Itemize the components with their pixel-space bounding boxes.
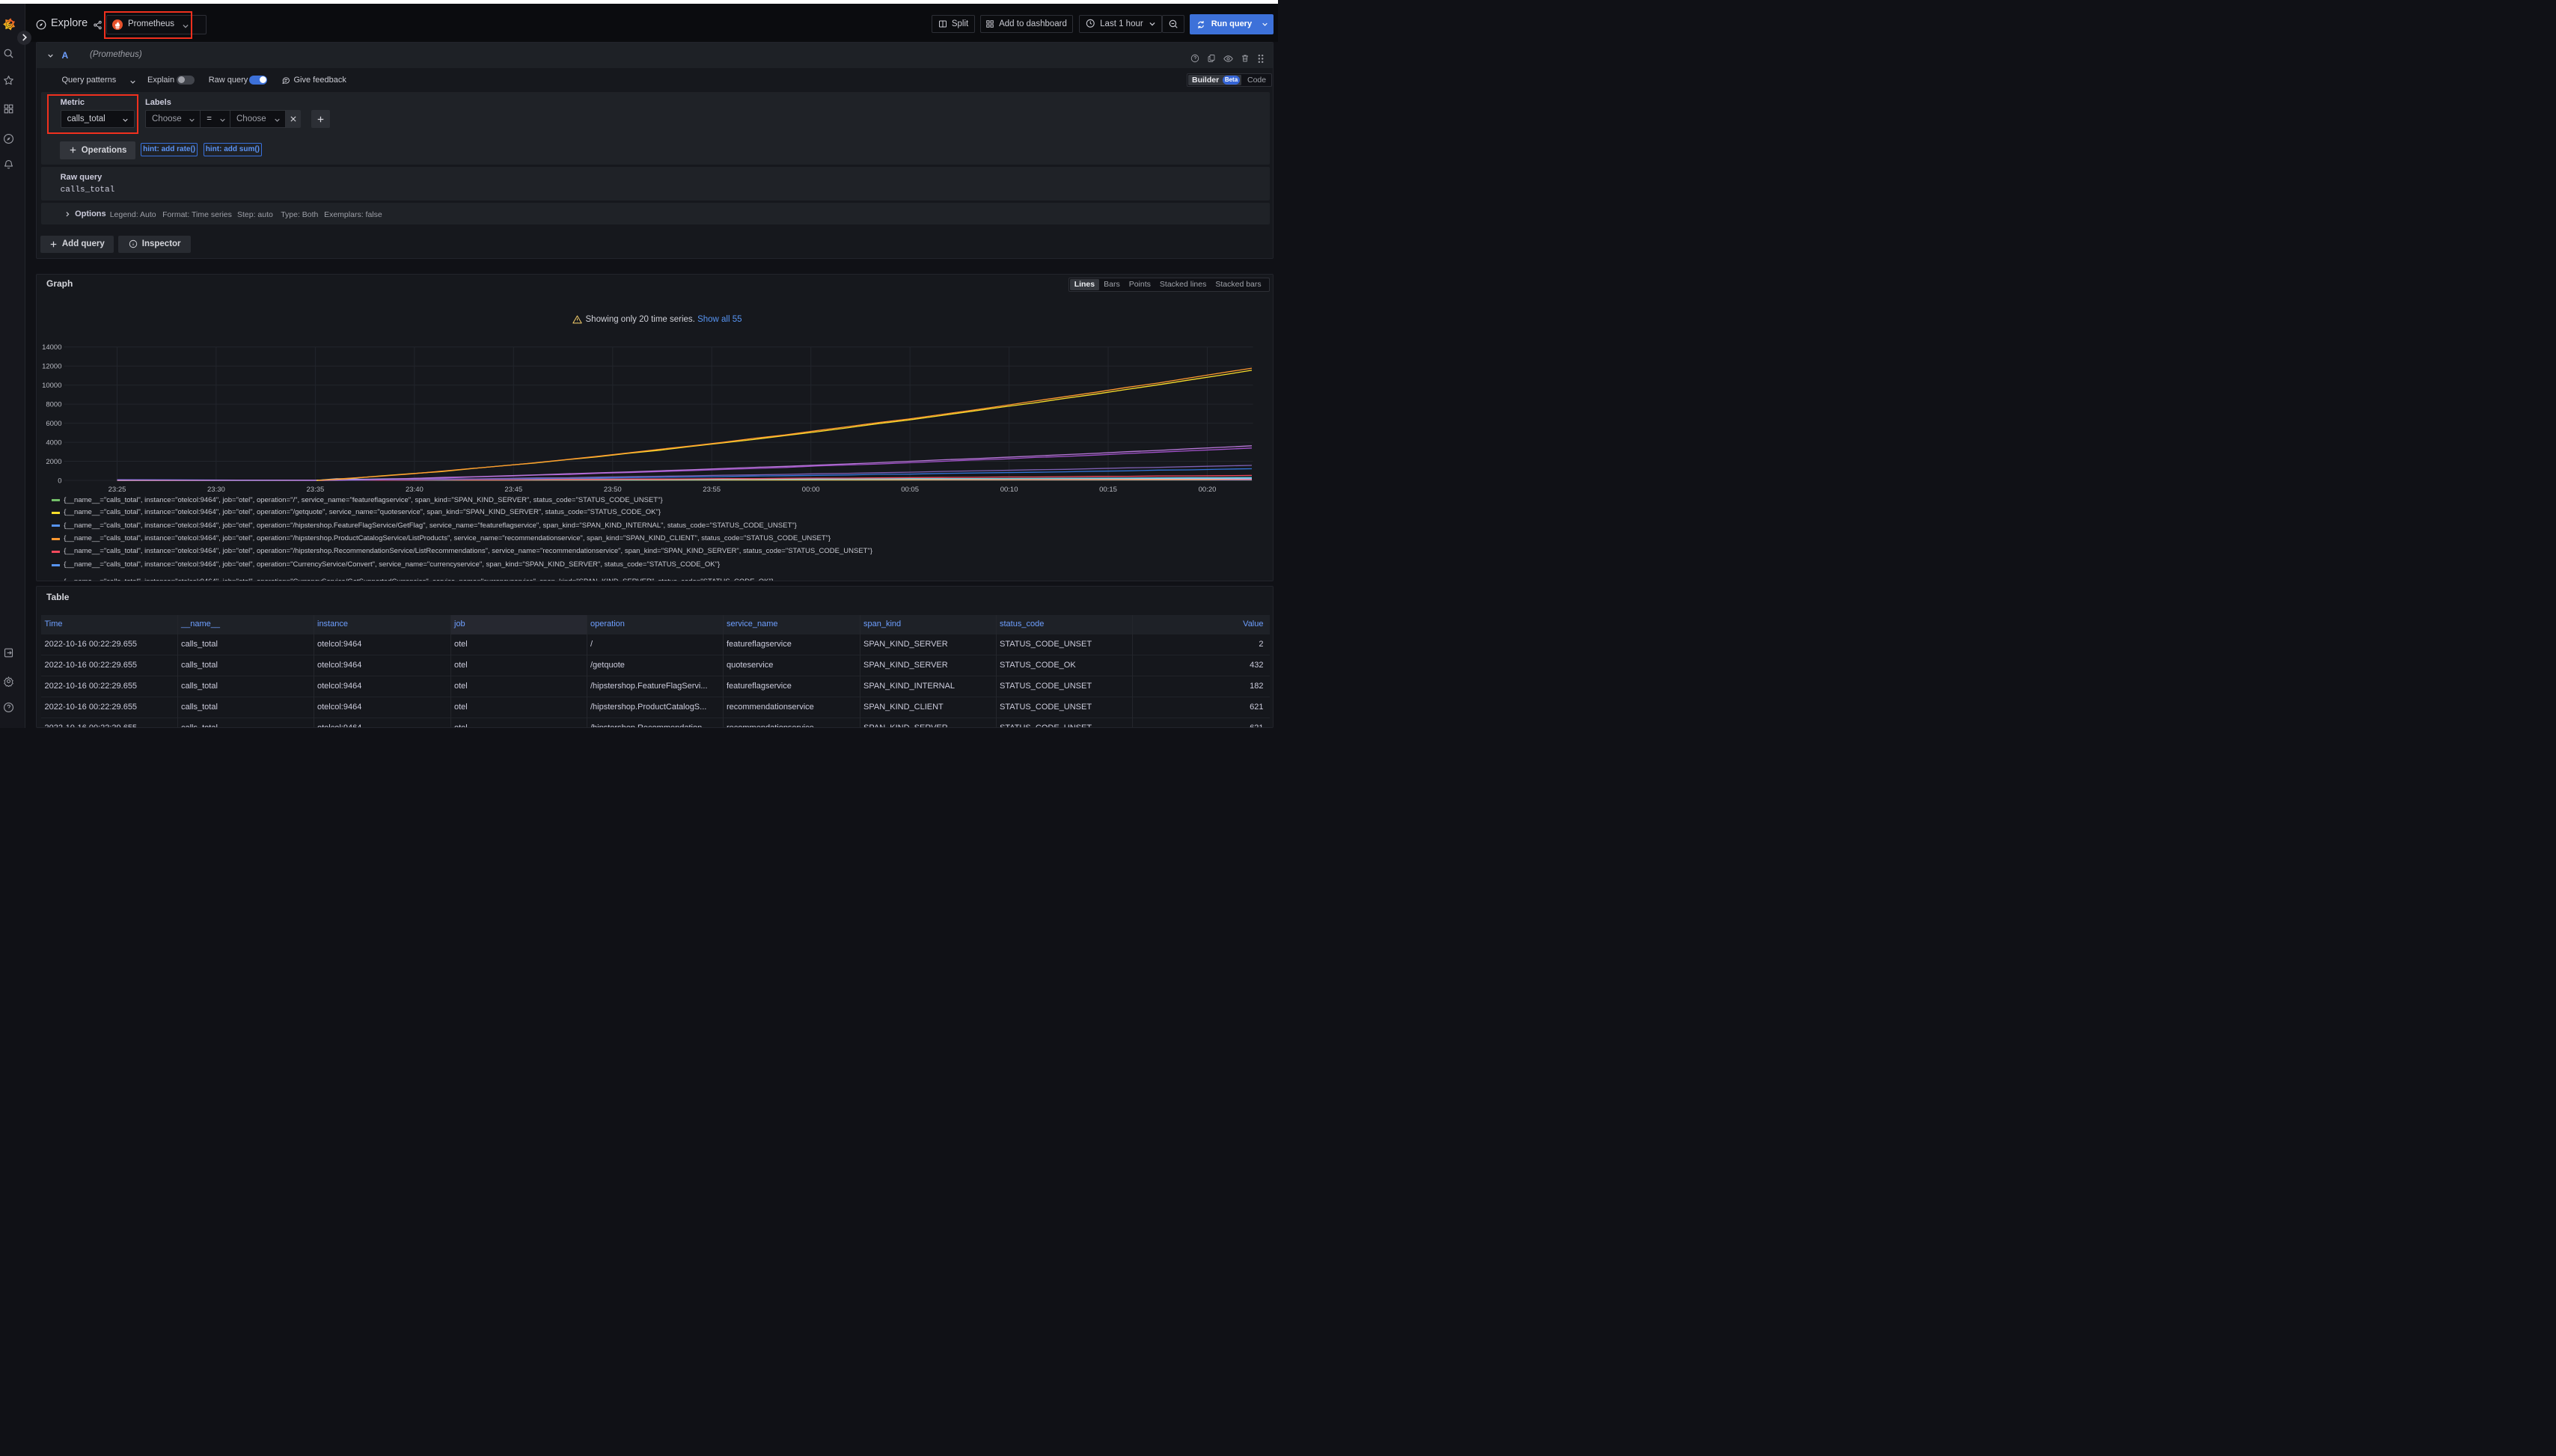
svg-text:00:00: 00:00 xyxy=(801,486,819,494)
svg-text:23:35: 23:35 xyxy=(306,486,324,494)
svg-text:2000: 2000 xyxy=(46,458,61,466)
svg-text:00:20: 00:20 xyxy=(1198,486,1216,494)
svg-text:10000: 10000 xyxy=(42,382,61,390)
svg-text:23:30: 23:30 xyxy=(207,486,225,494)
svg-text:12000: 12000 xyxy=(42,363,61,371)
svg-text:23:55: 23:55 xyxy=(703,486,721,494)
svg-text:0: 0 xyxy=(58,477,61,485)
svg-text:23:50: 23:50 xyxy=(603,486,621,494)
svg-text:4000: 4000 xyxy=(46,438,61,447)
svg-text:23:25: 23:25 xyxy=(108,486,126,494)
svg-text:23:40: 23:40 xyxy=(406,486,424,494)
svg-text:8000: 8000 xyxy=(46,400,61,409)
svg-text:00:10: 00:10 xyxy=(1000,486,1018,494)
svg-text:14000: 14000 xyxy=(42,343,61,352)
svg-text:00:15: 00:15 xyxy=(1099,486,1117,494)
svg-text:00:05: 00:05 xyxy=(901,486,919,494)
svg-text:23:45: 23:45 xyxy=(504,486,522,494)
svg-text:6000: 6000 xyxy=(46,420,61,428)
